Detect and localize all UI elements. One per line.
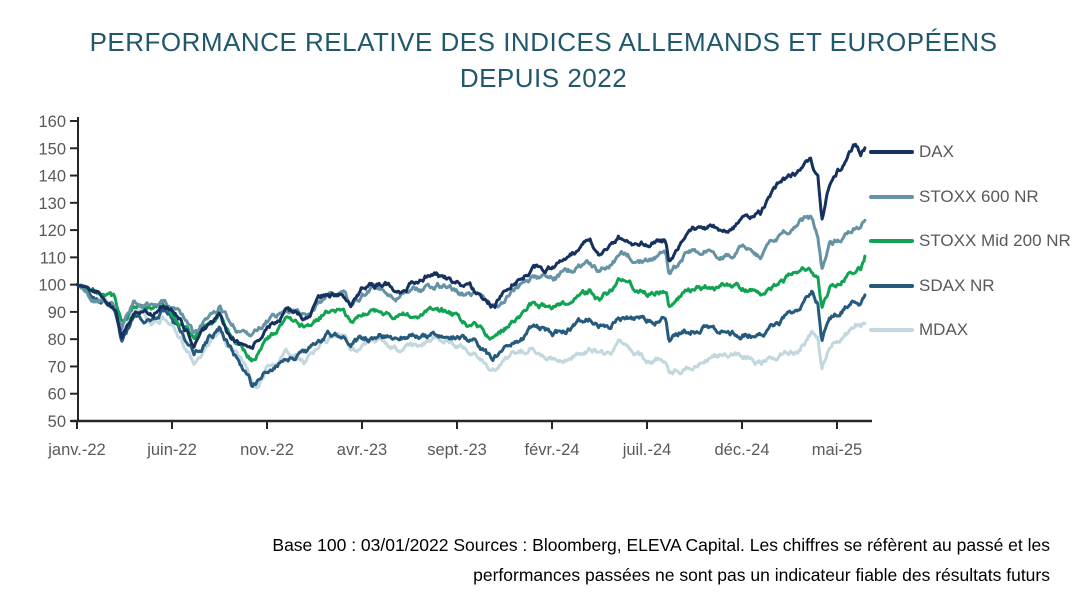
legend-label-mdax: MDAX: [919, 320, 969, 339]
legend-label-sdax-nr: SDAX NR: [919, 275, 995, 295]
y-axis-tick-label: 160: [38, 113, 66, 131]
chart-title-line2: DEPUIS 2022: [459, 63, 628, 93]
source-disclaimer-line2: performances passées ne sont pas un indi…: [473, 564, 1050, 585]
legend-swatch-stoxx-600-nr: [869, 194, 914, 199]
y-axis-tick-label: 60: [48, 386, 66, 404]
series-line-mdax: [75, 283, 867, 390]
y-axis-tick-label: 110: [40, 249, 66, 267]
legend-item-sdax-nr: SDAX NR: [869, 276, 1071, 296]
x-axis-tick-label: janv.-22: [47, 441, 105, 459]
legend-item-dax: DAX: [869, 142, 1071, 162]
chart-legend: DAX STOXX 600 NR STOXX Mid 200 NR SDAX N…: [869, 142, 1071, 340]
legend-swatch-mdax: [869, 328, 914, 332]
x-axis-tick-label: nov.-22: [240, 441, 294, 459]
legend-item-stoxx-mid-200-nr: STOXX Mid 200 NR: [869, 231, 1071, 251]
y-axis-tick-label: 50: [48, 413, 66, 431]
x-axis-tick-label: févr.-24: [524, 441, 579, 459]
legend-label-stoxx-600-nr: STOXX 600 NR: [919, 186, 1039, 206]
x-axis-tick-label: juin-22: [146, 441, 197, 459]
series-line-stoxx-600-nr: [75, 214, 867, 338]
legend-item-stoxx-600-nr: STOXX 600 NR: [869, 187, 1071, 207]
y-axis-tick-label: 100: [38, 277, 66, 295]
x-axis-tick-label: avr.-23: [337, 441, 387, 459]
y-axis-tick-label: 130: [38, 195, 66, 213]
y-axis-tick-label: 120: [38, 222, 66, 240]
y-axis-tick-label: 80: [48, 331, 66, 349]
x-axis-tick-label: mai-25: [812, 441, 862, 459]
legend-swatch-sdax-nr: [869, 283, 914, 288]
x-axis-tick-label: juil.-24: [622, 441, 672, 459]
legend-swatch-stoxx-mid-200-nr: [869, 239, 914, 243]
legend-label-stoxx-mid-200-nr: STOXX Mid 200 NR: [919, 231, 1071, 250]
y-axis-tick-label: 90: [48, 304, 66, 322]
source-disclaimer: Base 100 : 03/01/2022 Sources : Bloomber…: [60, 531, 1050, 590]
series-line-dax: [75, 142, 867, 350]
chart-title: PERFORMANCE RELATIVE DES INDICES ALLEMAN…: [0, 24, 1087, 96]
legend-label-dax: DAX: [919, 142, 954, 161]
series-line-sdax-nr: [75, 283, 867, 388]
legend-item-mdax: MDAX: [869, 320, 1071, 340]
x-axis-tick-label: déc.-24: [714, 441, 769, 459]
y-axis-tick-label: 140: [38, 168, 66, 186]
chart-title-line1: PERFORMANCE RELATIVE DES INDICES ALLEMAN…: [89, 27, 998, 57]
y-axis-tick-label: 70: [48, 358, 66, 376]
legend-swatch-dax: [869, 150, 914, 154]
x-axis-tick-label: sept.-23: [427, 441, 487, 459]
source-disclaimer-line1: Base 100 : 03/01/2022 Sources : Bloomber…: [272, 535, 1050, 555]
y-axis-tick-label: 150: [38, 140, 66, 158]
